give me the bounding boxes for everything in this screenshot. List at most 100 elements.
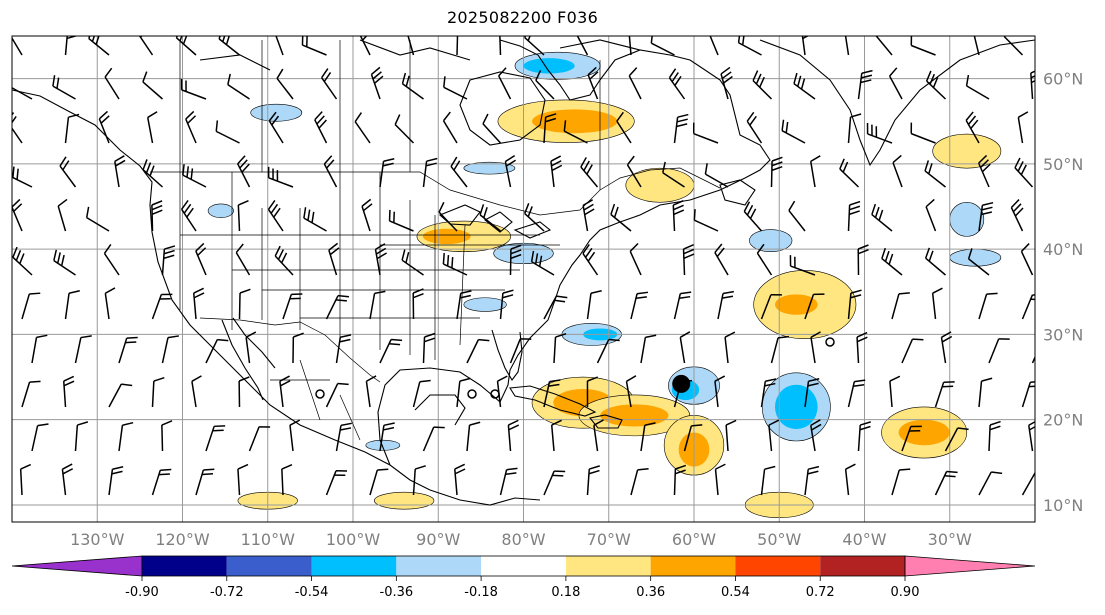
longitude-tick-labels: 130°W 120°W 110°W 100°W 90°W 80°W 70°W 60°W 50°W… xyxy=(70,530,972,549)
wind-barb xyxy=(673,291,692,320)
graticule xyxy=(12,36,1035,522)
wind-barb xyxy=(509,338,532,364)
hispaniola-coastline xyxy=(589,414,623,429)
latitude-tick-label: 10°N xyxy=(1043,496,1083,515)
colorbar-bin xyxy=(650,556,736,576)
wind-barb xyxy=(543,295,568,320)
colorbar-tick-label: 0.90 xyxy=(891,585,920,600)
wind-barb xyxy=(335,422,352,452)
wind-barb xyxy=(1021,381,1035,408)
florida-coastline xyxy=(491,329,523,381)
wind-barb xyxy=(161,335,179,364)
wind-barb xyxy=(407,36,415,56)
wind-barb xyxy=(543,379,561,408)
wind-barb xyxy=(630,291,649,320)
wind-barb xyxy=(881,247,903,276)
wind-barb xyxy=(856,331,868,364)
longitude-tick-label: 60°W xyxy=(672,530,716,549)
colorbar-bin xyxy=(311,556,397,576)
colorbar-bin xyxy=(396,556,482,576)
wind-barb xyxy=(325,382,349,408)
longitude-tick-label: 130°W xyxy=(70,530,125,549)
wind-barb xyxy=(235,243,251,276)
wind-barb xyxy=(195,242,207,276)
colorbar-bin xyxy=(565,556,651,576)
wind-barb xyxy=(456,290,472,320)
longitude-tick-label: 90°W xyxy=(416,530,460,549)
wind-barb xyxy=(195,468,215,496)
wind-barb xyxy=(977,154,991,188)
wind-barb xyxy=(509,244,522,276)
colorbar-bin xyxy=(226,556,312,576)
wind-barb xyxy=(146,111,158,144)
colorbar-tick-label: 0.54 xyxy=(721,585,750,600)
wind-barb xyxy=(650,36,675,56)
wind-barb xyxy=(756,243,773,276)
wind-barb xyxy=(673,464,687,496)
us-canada-border xyxy=(150,167,721,216)
wind-barb xyxy=(498,67,512,100)
wind-barb xyxy=(839,158,860,188)
wind-barb xyxy=(965,74,990,100)
wind-barb xyxy=(1030,70,1035,100)
wind-barb xyxy=(524,203,545,232)
cuba-coastline xyxy=(509,385,597,417)
wind-barb xyxy=(365,375,377,408)
wind-barb xyxy=(625,375,637,408)
wind-barb xyxy=(610,203,632,232)
wind-barb xyxy=(1014,157,1034,188)
wind-barb xyxy=(335,334,352,364)
wind-barb xyxy=(245,331,257,364)
wind-barb xyxy=(978,201,994,232)
positive-anomaly-region xyxy=(374,491,435,510)
wind-barb xyxy=(720,66,733,100)
wind-barb xyxy=(499,36,502,56)
wind-barb xyxy=(724,331,736,364)
wind-barb xyxy=(978,471,1003,496)
wind-barb xyxy=(704,163,729,188)
wind-barb xyxy=(586,465,600,496)
wind-barb xyxy=(21,380,41,408)
wind-barb xyxy=(238,376,250,408)
wind-barb xyxy=(57,198,68,232)
wind-barb xyxy=(412,379,431,408)
wind-barb xyxy=(770,156,783,188)
wind-barb xyxy=(596,338,620,364)
wind-barb xyxy=(1028,420,1035,452)
wind-barb xyxy=(237,463,249,496)
wind-barb xyxy=(388,209,414,232)
wind-barb xyxy=(499,289,514,320)
negative-anomaly-region xyxy=(774,384,818,430)
wind-barb-layer xyxy=(12,36,1035,496)
wind-barb xyxy=(844,463,856,496)
wind-barb xyxy=(507,419,520,452)
wind-barb xyxy=(379,338,403,364)
wind-barb xyxy=(640,334,657,364)
wind-barb xyxy=(682,244,695,276)
wind-barb xyxy=(931,287,943,320)
wind-barb xyxy=(108,383,133,408)
wind-barb xyxy=(965,111,980,144)
longitude-tick-label: 100°W xyxy=(326,530,381,549)
wind-barb xyxy=(978,292,998,320)
wind-barb xyxy=(875,36,893,56)
political-boundaries xyxy=(150,40,721,441)
wind-barb xyxy=(576,36,589,56)
wind-barb xyxy=(289,419,301,452)
wind-barb xyxy=(629,242,642,276)
colorbar-tick-label: 0.72 xyxy=(806,585,835,600)
negative-anomaly-region xyxy=(523,58,575,74)
wind-barb xyxy=(586,290,602,320)
wind-barb xyxy=(142,71,163,100)
wind-barb xyxy=(369,290,386,320)
wind-barb xyxy=(98,110,110,144)
wind-barb xyxy=(809,155,821,188)
wind-barb xyxy=(401,249,424,276)
colorbar-tick-label: -0.54 xyxy=(295,585,329,600)
wind-barb xyxy=(104,67,120,100)
wind-barb xyxy=(1003,36,1024,56)
wind-barb xyxy=(871,203,893,232)
wind-barb xyxy=(74,335,92,364)
wind-barb xyxy=(940,331,953,364)
wind-barb xyxy=(925,198,937,232)
